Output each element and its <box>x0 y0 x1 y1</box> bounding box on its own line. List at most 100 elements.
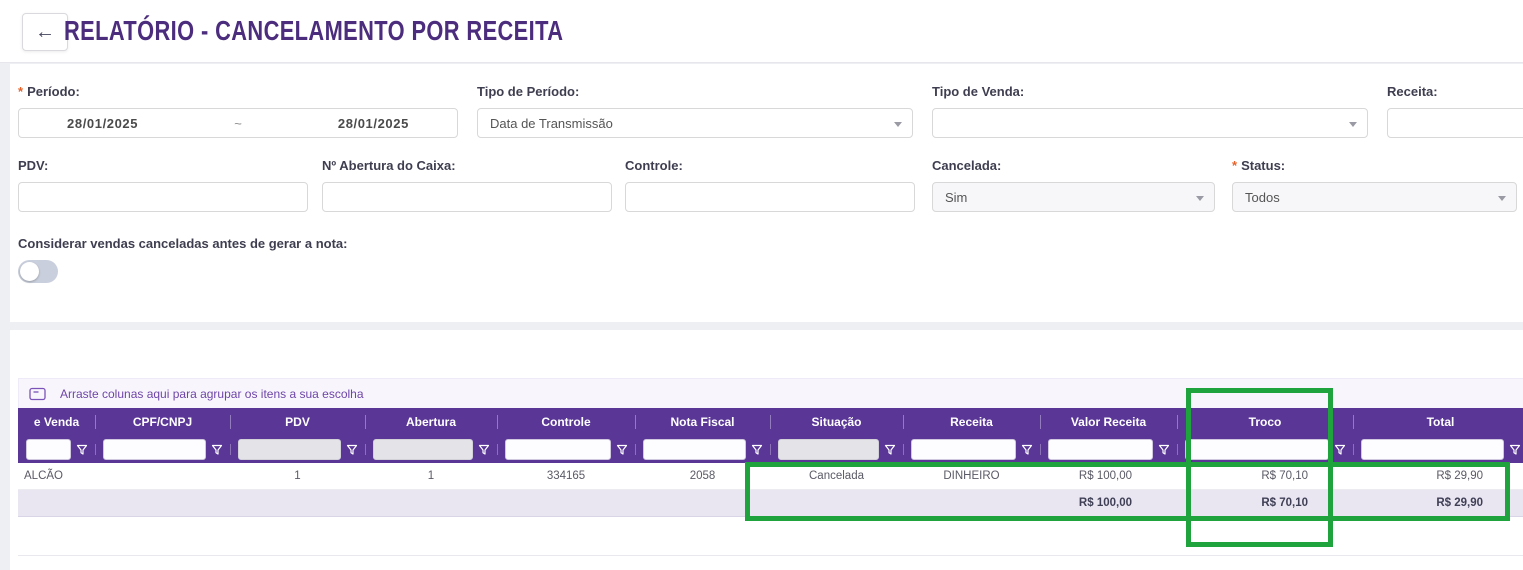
table-row[interactable]: ALCÃO 1 1 334165 2058 Cancelada DINHEIRO… <box>18 463 1523 490</box>
filter-cell-receita <box>903 436 1040 463</box>
filter-cell-venda <box>18 436 95 463</box>
cpf-cnpj-filter-input[interactable] <box>103 439 206 460</box>
cancelada-label: Cancelada: <box>932 158 1002 173</box>
grid-header-row: e Venda CPF/CNPJ PDV Abertura Controle N… <box>18 408 1523 436</box>
chevron-down-icon <box>1196 196 1204 201</box>
periodo-end-value[interactable]: 28/01/2025 <box>337 115 409 131</box>
report-table-panel: Arraste colunas aqui para agrupar os ite… <box>10 330 1523 570</box>
filter-cell-total <box>1353 436 1523 463</box>
status-select[interactable]: Todos <box>1232 182 1517 212</box>
abertura-caixa-label: Nº Abertura do Caixa: <box>322 158 456 173</box>
grid-filter-row <box>18 436 1523 463</box>
venda-filter-input[interactable] <box>26 439 71 460</box>
filter-funnel-icon[interactable] <box>473 444 495 456</box>
filter-cell-cpf-cnpj <box>95 436 230 463</box>
receita-input[interactable] <box>1387 108 1523 138</box>
pdv-input[interactable] <box>18 182 308 212</box>
column-header-valor-receita[interactable]: Valor Receita <box>1040 408 1177 436</box>
column-header-situacao[interactable]: Situação <box>770 408 903 436</box>
required-asterisk: * <box>18 84 24 99</box>
column-header-troco[interactable]: Troco <box>1177 408 1353 436</box>
tipo-venda-label: Tipo de Venda: <box>932 84 1025 99</box>
summary-row: R$ 100,00 R$ 70,10 R$ 29,90 <box>18 490 1523 517</box>
column-header-controle[interactable]: Controle <box>497 408 635 436</box>
periodo-range-input[interactable]: 28/01/2025 ~ 28/01/2025 <box>18 108 458 138</box>
chevron-down-icon <box>1498 196 1506 201</box>
nota-fiscal-filter-input[interactable] <box>643 439 746 460</box>
cell-pdv: 1 <box>294 470 301 482</box>
receita-label: Receita: <box>1387 84 1438 99</box>
column-header-nota-fiscal[interactable]: Nota Fiscal <box>635 408 770 436</box>
group-hint-text: Arraste colunas aqui para agrupar os ite… <box>60 386 364 401</box>
filter-funnel-icon[interactable] <box>1504 444 1523 456</box>
filter-funnel-icon[interactable] <box>341 444 363 456</box>
cancelada-value: Sim <box>945 189 968 205</box>
status-label: * Status: <box>1232 158 1286 173</box>
filter-funnel-icon[interactable] <box>611 444 633 456</box>
controle-filter-input[interactable] <box>505 439 611 460</box>
cell-situacao: Cancelada <box>809 470 864 482</box>
column-header-venda[interactable]: e Venda <box>33 415 80 429</box>
tipo-periodo-label: Tipo de Período: <box>477 84 580 99</box>
filter-funnel-icon[interactable] <box>1016 444 1038 456</box>
group-by-drop-zone[interactable]: Arraste colunas aqui para agrupar os ite… <box>18 378 1523 408</box>
periodo-start-value[interactable]: 28/01/2025 <box>67 115 139 131</box>
column-header-abertura[interactable]: Abertura <box>365 408 497 436</box>
considerar-toggle-label: Considerar vendas canceladas antes de ge… <box>18 236 348 251</box>
considerar-toggle[interactable] <box>18 260 58 283</box>
grid-empty-area <box>18 517 1523 556</box>
filter-funnel-icon[interactable] <box>1329 444 1351 456</box>
filter-funnel-icon[interactable] <box>1153 444 1175 456</box>
tipo-periodo-value: Data de Transmissão <box>490 115 613 131</box>
back-button[interactable]: ← <box>22 13 68 51</box>
pdv-label: PDV: <box>18 158 49 173</box>
valor-receita-filter-input[interactable] <box>1048 439 1153 460</box>
cell-nota-fiscal: 2058 <box>689 470 716 482</box>
cell-receita: DINHEIRO <box>943 470 1000 482</box>
top-bar: ← RELATÓRIO - CANCELAMENTO POR RECEITA <box>0 0 1523 63</box>
filter-funnel-icon[interactable] <box>206 444 228 456</box>
column-header-total[interactable]: Total <box>1353 408 1523 436</box>
required-asterisk: * <box>1232 158 1238 173</box>
filter-funnel-icon[interactable] <box>879 444 901 456</box>
summary-troco: R$ 70,10 <box>1261 497 1308 509</box>
receita-filter-input[interactable] <box>911 439 1016 460</box>
filter-cell-troco <box>1177 436 1353 463</box>
abertura-filter-input <box>373 439 473 460</box>
cell-tipo-venda: ALCÃO <box>24 470 63 482</box>
column-header-pdv[interactable]: PDV <box>230 408 365 436</box>
tipo-venda-select[interactable] <box>932 108 1368 138</box>
filter-cell-controle <box>497 436 635 463</box>
filter-funnel-icon[interactable] <box>71 444 93 456</box>
cell-troco: R$ 70,10 <box>1261 470 1308 482</box>
column-header-receita[interactable]: Receita <box>903 408 1040 436</box>
filter-cell-pdv <box>230 436 365 463</box>
cancelada-select[interactable]: Sim <box>932 182 1215 212</box>
total-filter-input[interactable] <box>1361 439 1504 460</box>
filter-cell-valor-receita <box>1040 436 1177 463</box>
troco-filter-input[interactable] <box>1185 439 1329 460</box>
filter-funnel-icon[interactable] <box>746 444 768 456</box>
chevron-down-icon <box>1349 122 1357 127</box>
abertura-caixa-input[interactable] <box>322 182 612 212</box>
cell-abertura: 1 <box>427 470 435 482</box>
filter-cell-nota-fiscal <box>635 436 770 463</box>
controle-input[interactable] <box>625 182 915 212</box>
pdv-filter-input <box>238 439 341 460</box>
status-value: Todos <box>1245 189 1280 205</box>
chevron-down-icon <box>894 122 902 127</box>
situacao-filter-input <box>778 439 879 460</box>
page-title: RELATÓRIO - CANCELAMENTO POR RECEITA <box>64 15 564 46</box>
summary-total: R$ 29,90 <box>1436 497 1483 509</box>
toggle-knob <box>20 262 39 281</box>
column-header-cpf-cnpj[interactable]: CPF/CNPJ <box>95 408 230 436</box>
back-arrow-icon: ← <box>35 20 55 43</box>
tipo-periodo-select[interactable]: Data de Transmissão <box>477 108 913 138</box>
cell-valor-receita: R$ 100,00 <box>1078 470 1132 482</box>
cell-cpf-cnpj <box>95 463 230 489</box>
data-grid: Arraste colunas aqui para agrupar os ite… <box>18 378 1523 556</box>
group-panel-icon <box>29 387 46 401</box>
periodo-tilde: ~ <box>234 115 242 131</box>
cell-controle: 334165 <box>546 470 586 482</box>
summary-valor-receita: R$ 100,00 <box>1078 497 1132 509</box>
